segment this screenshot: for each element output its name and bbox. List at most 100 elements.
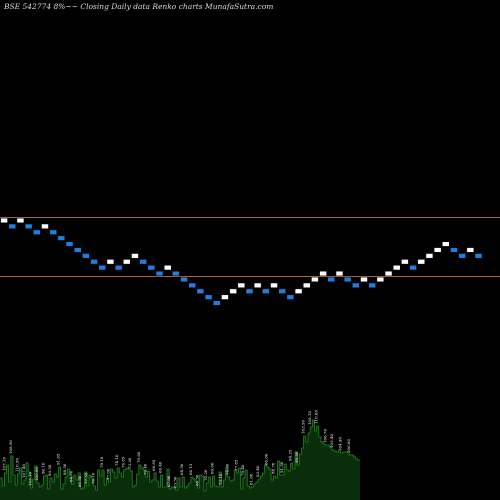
renko-brick-up [311,276,319,283]
volume-price-label: 63.50 [173,476,178,488]
volume-price-label: 105.40 [329,434,334,448]
volume-price-label: 108.50 [8,440,13,454]
renko-brick-down [98,265,106,271]
renko-brick-up [41,223,49,229]
renko-brick-down [147,265,156,271]
volume-price-label: 88.50 [62,463,67,475]
volume-price-label: 76.85 [121,456,126,468]
renko-brick-down [474,253,483,259]
renko-brick-down [8,223,17,229]
renko-brick-down [409,265,417,271]
volume-price-label: 107.40 [21,464,26,478]
volume-price-label: 103.50 [301,420,306,434]
renko-brick-down [368,282,376,288]
volume-price-label: 93.50 [47,464,52,476]
volume-price-label: 91.85 [56,453,61,465]
renko-brick-down [450,247,458,253]
volume-price-label: 103.10 [27,472,32,486]
renko-brick-down [352,282,360,288]
renko-brick-down [90,259,98,265]
renko-brick-down [245,288,254,294]
renko-brick-down [82,253,90,259]
volume-price-label: 79.10 [99,456,104,468]
renko-brick-up [466,247,475,253]
renko-brick-up [376,276,385,283]
renko-brick-up [0,217,8,224]
volume-price-label: 66.15 [188,463,193,475]
volume-price-label: 77.85 [233,459,238,471]
volume-price-label: 77.55 [84,472,89,484]
volume-area [0,419,360,500]
renko-brick-down [278,288,286,294]
volume-price-label: 108.10 [307,411,312,425]
renko-brick-up [303,282,311,288]
renko-brick-down [73,247,82,253]
renko-brick-up [131,253,139,259]
reference-lines [0,217,500,277]
volume-price-label: 77.00 [105,468,110,480]
volume-price-label: 64.50 [179,463,184,475]
renko-brick-down [327,276,336,283]
renko-brick-down [114,265,123,271]
volume-price-label: 106.60 [346,439,351,453]
volume-price-label: 76.10 [90,472,95,484]
volume-price-label: 67.90 [166,475,171,487]
volume-price-label: 66.40 [157,461,162,473]
renko-brick-up [253,282,262,288]
volume-price-label: 74.90 [225,463,230,475]
volume-price-label: 81.60 [249,473,254,485]
volume-price-label: 72.40 [142,463,147,475]
renko-brick-up [123,259,131,265]
volume-price-label: 110.50 [14,458,19,472]
renko-brick-up [392,265,401,271]
renko-brick-down [262,288,270,294]
renko-brick-down [213,300,221,306]
renko-brick-up [163,265,172,271]
volume-price-label: 73.10 [218,473,223,485]
renko-brick-down [180,276,188,283]
volume-price-label: 83.40 [255,465,260,477]
renko-brick-up [294,288,303,294]
volume-price-label: 88.70 [270,462,275,474]
volume-price-label: 70.60 [136,451,141,463]
renko-brick-up [229,288,237,294]
renko-brick-down [155,270,164,277]
volume-price-label: 91.50 [279,461,284,473]
renko-brick-down [204,294,213,300]
renko-brick-up [335,270,344,277]
renko-brick-up [270,282,278,288]
renko-brick-down [65,241,74,247]
renko-brick-up [425,253,434,259]
volume-price-label: 70.20 [203,469,208,481]
renko-brick-up [417,259,426,265]
renko-brick-up [384,270,393,277]
renko-bricks [0,217,483,306]
renko-brick-down [33,229,41,235]
volume-price-label: 69.60 [210,462,215,474]
chart-title: BSE 542774 8%~~ Closing Daily data Renko… [4,2,274,11]
volume-price-label: 80.90 [77,475,82,487]
volume-price-label: 96.10 [40,462,45,474]
volume-price-label: 104.90 [337,437,342,451]
renko-brick-down [196,288,205,294]
renko-brick-down [139,259,147,265]
volume-price-label: 79.40 [240,464,245,476]
renko-brick-down [49,229,57,235]
renko-brick-up [16,217,25,224]
renko-brick-down [57,235,66,241]
volume-price-label: 107.10 [1,457,6,471]
volume-price-label: 106.70 [322,429,327,443]
renko-brick-up [106,259,115,265]
volume-price-label: 68.50 [194,474,199,486]
volume-outline [0,419,360,492]
renko-brick-up [442,241,450,247]
volume-price-label: 110.00 [314,410,319,424]
renko-brick-down [172,270,180,277]
volume-price-label: 84.70 [69,470,74,482]
renko-brick-up [360,276,368,283]
renko-brick-up [221,294,229,300]
volume-price-label: 99.80 [294,451,299,463]
volume-price-label: 94.25 [288,449,293,461]
